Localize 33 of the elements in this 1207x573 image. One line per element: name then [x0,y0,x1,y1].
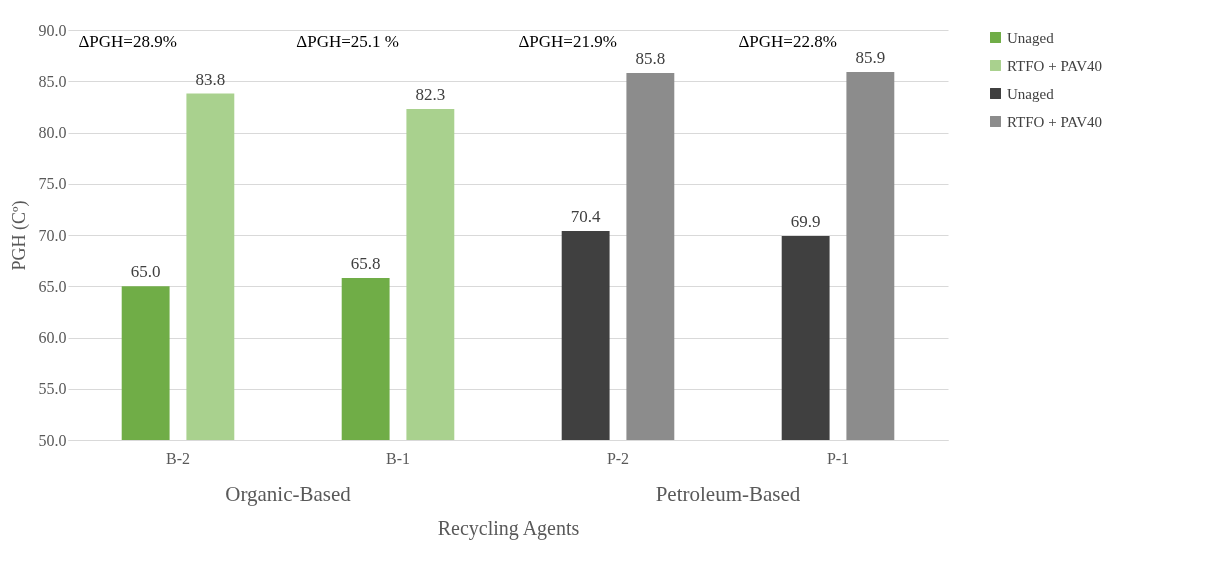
y-tick-label: 80.0 [38,124,67,141]
annotation: ΔPGH=22.8% [738,32,837,51]
legend-label: RTFO + PAV40 [1007,57,1103,74]
text: Organic-Based [225,482,352,506]
legend-label: Unaged [1007,85,1055,102]
y-tick-label: 65.0 [38,277,67,295]
y-tick-label: 55.0 [38,380,67,398]
y-tick-label: 70.0 [38,226,67,244]
data-label: 65.0 [130,262,161,282]
y-tick-label: 60.0 [38,329,67,346]
x-tick-label: P-2 [606,449,630,467]
text: Petroleum-Based [655,482,801,506]
legend-label: Unaged [1007,29,1055,46]
y-tick-label: 85.0 [38,72,67,90]
data-label: 83.8 [195,69,226,89]
x-axis-title: Recycling Agents [437,516,580,540]
data-label: 85.9 [855,48,886,68]
data-label: 82.3 [415,84,446,104]
y-tick-label: 75.0 [38,175,67,193]
data-label: 85.8 [635,49,666,69]
x-tick-label: P-1 [826,449,850,467]
y-axis-title: PGH (Cº) [8,200,30,271]
x-tick-label: B-1 [386,449,410,467]
y-tick-label: 50.0 [38,431,67,449]
y-tick-label: 90.0 [38,21,67,39]
annotation: ΔPGH=28.9% [78,32,177,51]
annotation: ΔPGH=21.9% [518,32,617,51]
legend-label: RTFO + PAV40 [1007,113,1103,130]
data-label: 69.9 [790,212,821,232]
annotation: ΔPGH=25.1 % [296,32,399,51]
data-label: 70.4 [570,206,602,226]
data-label: 65.8 [350,254,381,274]
x-tick-label: B-2 [166,449,190,467]
